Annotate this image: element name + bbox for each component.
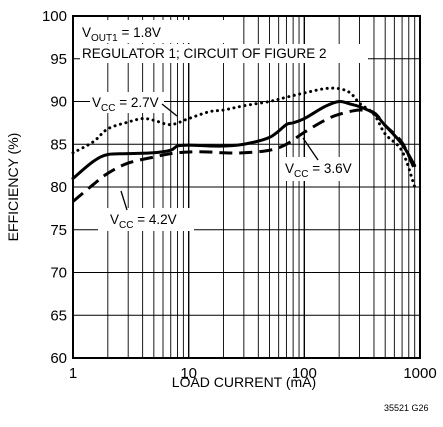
series-label-3v6-prefix: V — [285, 161, 294, 176]
series-label-2v7: VCC = 2.7V — [92, 95, 159, 114]
label-backing-3v6 — [283, 157, 355, 181]
series-line-solid — [71, 99, 417, 180]
series-label-3v6-sub: CC — [294, 169, 308, 180]
y-tick-label: 90 — [50, 94, 67, 111]
vout-annotation: VOUT1 = 1.8V — [82, 25, 161, 44]
y-tick-label: 75 — [50, 222, 67, 239]
y-tick-labels: 60 65 70 75 80 85 90 95 100 — [42, 8, 67, 367]
x-axis-title: LOAD CURRENT (mA) — [172, 374, 316, 390]
vout-subscript: OUT1 — [91, 33, 118, 44]
series-label-3v6-value: = 3.6V — [308, 161, 351, 176]
x-tick-label: 10 — [180, 365, 197, 382]
y-tick-label: 85 — [50, 136, 67, 153]
series-label-2v7-value: = 2.7V — [115, 95, 158, 110]
series-label-2v7-prefix: V — [92, 95, 101, 110]
x-tick-label: 100 — [292, 365, 317, 382]
y-tick-label: 95 — [50, 51, 67, 68]
circuit-annotation: REGULATOR 1; CIRCUIT OF FIGURE 2 — [82, 46, 327, 61]
annotation-backing-circuit — [80, 44, 368, 63]
leader-line-4v2 — [120, 190, 128, 211]
figure-code: 35521 G26 — [384, 403, 429, 413]
label-backing-4v2 — [98, 208, 194, 231]
y-tick-label: 70 — [50, 265, 67, 282]
plot-frame — [72, 15, 421, 359]
series-line-dashed — [72, 108, 417, 203]
series-label-4v2-sub: CC — [119, 220, 133, 231]
grid — [72, 15, 421, 359]
label-backing-2v7 — [90, 92, 164, 113]
series-label-4v2: VCC = 4.2V — [110, 212, 177, 231]
series-label-3v6: VCC = 3.6V — [285, 161, 352, 180]
curves — [71, 86, 417, 203]
y-tick-label: 80 — [50, 179, 67, 196]
x-tick-label: 1000 — [403, 365, 436, 382]
leader-line-3v6 — [302, 137, 319, 161]
y-tick-label: 65 — [50, 307, 67, 324]
vout-prefix: V — [82, 25, 91, 40]
series-label-4v2-prefix: V — [110, 212, 119, 227]
x-tick-labels: 1 10 100 1000 — [69, 365, 437, 382]
y-tick-label: 100 — [42, 8, 67, 25]
annotation-backing-vout — [80, 20, 225, 43]
y-axis-title: EFFICIENCY (%) — [5, 133, 21, 242]
series-line-dotted — [71, 86, 417, 189]
series-label-4v2-value: = 4.2V — [133, 212, 176, 227]
y-tick-label: 60 — [50, 350, 67, 367]
leader-line-2v7 — [161, 103, 178, 117]
vout-value: = 1.8V — [118, 25, 161, 40]
series-label-2v7-sub: CC — [101, 103, 115, 114]
x-tick-label: 1 — [69, 365, 77, 382]
